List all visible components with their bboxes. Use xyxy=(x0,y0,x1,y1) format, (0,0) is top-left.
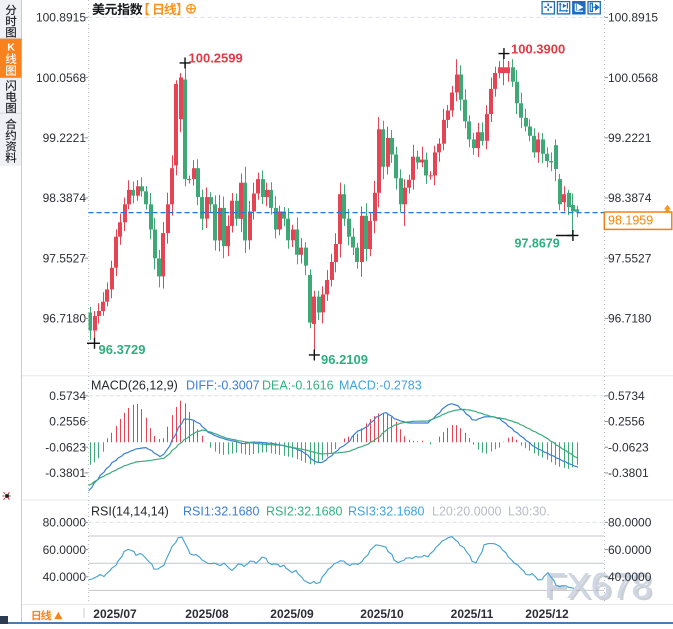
svg-text:K: K xyxy=(7,42,15,54)
svg-text:L20:20.0000: L20:20.0000 xyxy=(432,505,502,519)
svg-text:2025/09: 2025/09 xyxy=(270,607,314,621)
svg-text:0.5734: 0.5734 xyxy=(49,389,86,403)
svg-text:40.0000: 40.0000 xyxy=(43,570,87,584)
svg-text:2025/11: 2025/11 xyxy=(451,607,494,621)
svg-text:97.5527: 97.5527 xyxy=(43,251,87,265)
svg-text:2025/12: 2025/12 xyxy=(525,607,569,621)
svg-text:99.2221: 99.2221 xyxy=(43,131,87,145)
svg-text:98.1959: 98.1959 xyxy=(608,214,653,228)
svg-text:80.0000: 80.0000 xyxy=(43,516,87,530)
svg-text:0.2556: 0.2556 xyxy=(608,415,645,429)
svg-text:-0.3801: -0.3801 xyxy=(45,466,86,480)
svg-text:96.7180: 96.7180 xyxy=(608,312,652,326)
svg-text:96.2109: 96.2109 xyxy=(321,352,368,367)
svg-text:2025/08: 2025/08 xyxy=(185,607,229,621)
svg-text:0.2556: 0.2556 xyxy=(49,415,86,429)
svg-text:DEA:-0.1616: DEA:-0.1616 xyxy=(262,379,334,393)
svg-text:2025/10: 2025/10 xyxy=(360,607,404,621)
svg-text:RSI(14,14,14): RSI(14,14,14) xyxy=(91,505,169,519)
svg-text:60.0000: 60.0000 xyxy=(43,543,87,557)
svg-text:80.0000: 80.0000 xyxy=(608,516,652,530)
svg-text:RSI1:32.1680: RSI1:32.1680 xyxy=(183,505,259,519)
svg-text:97.8679: 97.8679 xyxy=(515,237,560,251)
svg-text:0.5734: 0.5734 xyxy=(608,389,645,403)
svg-text:98.3874: 98.3874 xyxy=(43,191,87,205)
svg-text:L30:30.: L30:30. xyxy=(508,505,550,519)
svg-text:100.2599: 100.2599 xyxy=(189,51,243,66)
svg-text:MACD(26,12,9): MACD(26,12,9) xyxy=(91,379,178,393)
svg-text:100.8915: 100.8915 xyxy=(608,11,658,25)
svg-text:DIFF:-0.3007: DIFF:-0.3007 xyxy=(186,379,260,393)
svg-text:97.5527: 97.5527 xyxy=(608,251,652,265)
svg-text:100.0568: 100.0568 xyxy=(36,71,86,85)
svg-text:100.3900: 100.3900 xyxy=(511,42,565,57)
svg-text:2025/07: 2025/07 xyxy=(93,607,137,621)
svg-text:-0.0623: -0.0623 xyxy=(608,440,649,454)
svg-text:RSI2:32.1680: RSI2:32.1680 xyxy=(266,505,342,519)
svg-text:RSI3:32.1680: RSI3:32.1680 xyxy=(348,505,424,519)
svg-text:MACD:-0.2783: MACD:-0.2783 xyxy=(339,379,422,393)
svg-text:60.0000: 60.0000 xyxy=(608,543,652,557)
svg-text:100.8915: 100.8915 xyxy=(36,11,86,25)
svg-text:-0.3801: -0.3801 xyxy=(608,466,649,480)
svg-text:100.0568: 100.0568 xyxy=(608,71,658,85)
svg-text:98.3874: 98.3874 xyxy=(608,191,652,205)
svg-text:40.0000: 40.0000 xyxy=(608,570,652,584)
svg-text:96.3729: 96.3729 xyxy=(99,342,146,357)
svg-text:FX678: FX678 xyxy=(547,567,655,608)
svg-text:96.7180: 96.7180 xyxy=(43,312,87,326)
svg-text:99.2221: 99.2221 xyxy=(608,131,652,145)
svg-text:-0.0623: -0.0623 xyxy=(45,440,86,454)
